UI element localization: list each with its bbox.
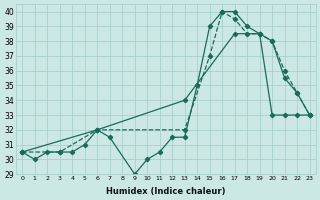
X-axis label: Humidex (Indice chaleur): Humidex (Indice chaleur) xyxy=(106,187,226,196)
